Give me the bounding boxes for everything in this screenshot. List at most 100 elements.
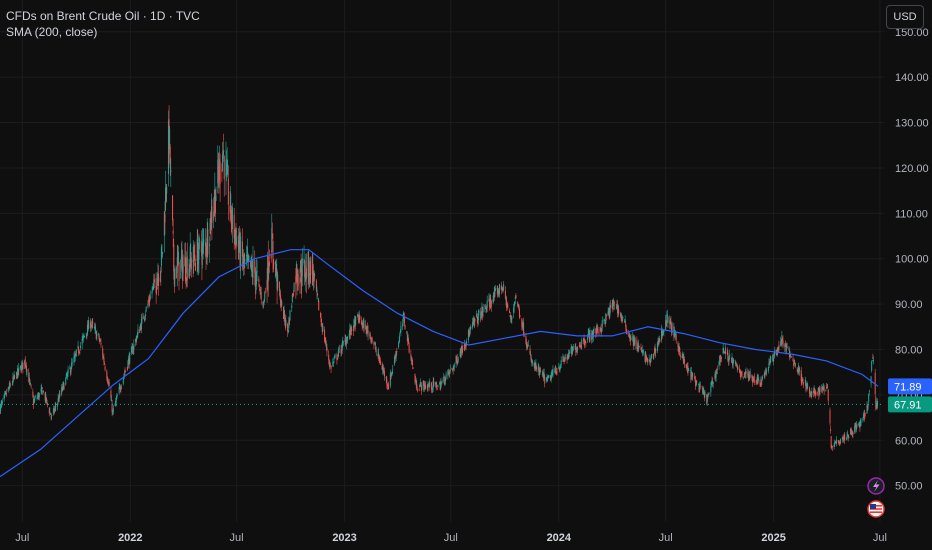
candle-body (91, 325, 93, 327)
candle-body (247, 254, 249, 259)
candle-body (698, 384, 700, 386)
candle-body (829, 410, 831, 424)
symbol-title[interactable]: CFDs on Brent Crude Oil · 1D · TVC (6, 9, 200, 23)
candle-body (111, 399, 113, 402)
candle-body (25, 365, 27, 372)
candle-body (177, 258, 179, 261)
candle-body (572, 346, 574, 349)
candle-body (342, 341, 344, 345)
candle-body (657, 341, 659, 344)
candle-body (551, 373, 553, 377)
candle-body (163, 211, 165, 236)
candle-body (225, 159, 227, 177)
candle-body (655, 348, 657, 354)
candle-body (289, 310, 291, 321)
candle-body (385, 376, 387, 379)
candle-body (402, 314, 404, 322)
candle-body (584, 341, 586, 346)
candle-body (354, 320, 356, 330)
time-axis[interactable]: Jul 2022 Jul 2023 Jul 2024 Jul 2025 Jul (15, 532, 887, 544)
candle-body (118, 387, 120, 394)
candle-body (353, 319, 355, 328)
candle-body (848, 436, 850, 438)
candle-body (706, 397, 708, 403)
candle-body (699, 383, 701, 389)
candle-body (490, 300, 492, 307)
candle-body (416, 383, 418, 390)
candle-body (49, 411, 51, 414)
candle-body (99, 340, 101, 342)
candle-body (669, 319, 671, 321)
candle-body (139, 329, 141, 333)
candle-body (825, 389, 827, 391)
candle-body (874, 372, 876, 394)
candle-body (784, 343, 786, 348)
indicator-label[interactable]: SMA (200, close) (6, 25, 98, 39)
candle-body (58, 392, 60, 399)
candle-body (855, 424, 857, 430)
candle-body (501, 289, 503, 290)
candle-body (665, 321, 667, 327)
candle-body (800, 370, 802, 382)
x-tick-label: Jul (873, 532, 887, 544)
candle-body (807, 384, 809, 386)
candle-body (489, 299, 491, 308)
candle-body (7, 387, 9, 392)
candle-body (193, 254, 195, 257)
candle-body (608, 310, 610, 314)
candle-body (115, 399, 117, 403)
candle-body (841, 437, 843, 439)
candle-body (66, 375, 68, 377)
candle-body (332, 361, 334, 363)
candle-body (404, 325, 406, 330)
candle-body (398, 342, 400, 348)
candle-body (71, 362, 73, 370)
candle-body (852, 431, 854, 435)
candle-body (119, 386, 121, 388)
lightning-icon[interactable] (867, 477, 885, 495)
candle-body (583, 337, 585, 343)
candle-body (484, 305, 486, 307)
candle-body (682, 354, 684, 358)
candle-body (229, 205, 231, 214)
candle-body (776, 349, 778, 353)
candle-body (307, 251, 309, 278)
candle-body (518, 304, 520, 309)
candle-body (50, 416, 52, 418)
candle-body (152, 283, 154, 287)
candle-body (205, 244, 207, 257)
candle-body (366, 326, 368, 330)
candle-body (521, 326, 523, 328)
candle-body (428, 386, 430, 388)
candle-body (403, 313, 405, 318)
us-flag-icon[interactable] (867, 500, 885, 518)
candle-body (649, 360, 651, 364)
candle-body (526, 345, 528, 349)
candle-body (284, 313, 286, 322)
candle-body (766, 371, 768, 373)
candle-body (485, 307, 487, 310)
candle-body (46, 400, 48, 402)
candle-body (429, 381, 431, 387)
candle-body (247, 252, 249, 259)
candle-body (871, 361, 873, 371)
candle-body (591, 333, 593, 341)
candle-body (530, 357, 532, 362)
candle-body (373, 343, 375, 345)
candle-body (227, 168, 229, 175)
candle-body (131, 346, 133, 348)
candle-body (219, 161, 221, 184)
candle-body (297, 279, 299, 283)
candle-body (82, 334, 84, 339)
candle-body (677, 342, 679, 347)
candle-body (193, 244, 195, 266)
candle-body (519, 315, 521, 317)
candle-body (141, 316, 143, 320)
candle-body (168, 119, 170, 149)
candle-body (178, 262, 180, 282)
candle-body (383, 371, 385, 377)
candle-body (231, 223, 233, 226)
candle-body (499, 283, 501, 295)
currency-button[interactable]: USD (886, 5, 924, 29)
